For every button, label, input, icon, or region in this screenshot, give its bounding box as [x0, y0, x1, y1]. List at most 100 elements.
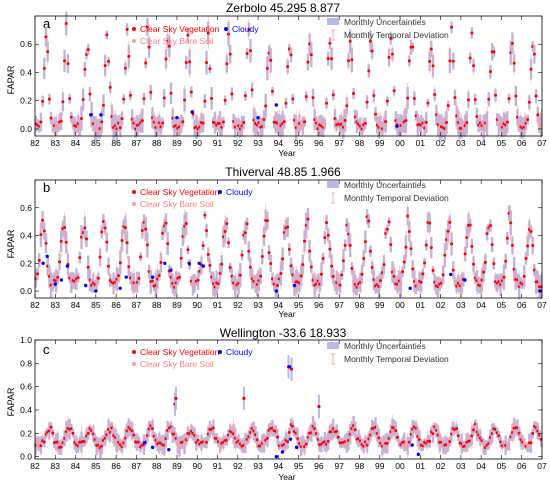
vegetation-point — [105, 240, 109, 244]
vegetation-point — [166, 242, 170, 246]
panel-a-legend: Clear Sky Vegetation Clear Sky Bare Soil… — [132, 17, 449, 46]
legend-uncertainty-swatch — [327, 18, 339, 25]
vegetation-point — [162, 96, 166, 100]
vegetation-point — [343, 243, 347, 247]
vegetation-point — [428, 221, 432, 225]
vegetation-point — [286, 225, 290, 229]
vegetation-point — [289, 367, 294, 371]
vegetation-point — [524, 256, 528, 260]
cloudy-point — [449, 272, 453, 277]
x-tick-label: 88 — [152, 300, 162, 310]
vegetation-point — [350, 58, 354, 62]
vegetation-point — [179, 256, 183, 260]
vegetation-point — [259, 274, 263, 278]
x-tick-label: 96 — [314, 461, 324, 471]
x-tick-label: 02 — [436, 138, 446, 148]
vegetation-point — [123, 66, 127, 70]
vegetation-point — [201, 244, 205, 248]
y-tick-label: 0.4 — [20, 231, 32, 241]
vegetation-point — [466, 98, 470, 102]
cloudy-point — [169, 268, 173, 272]
vegetation-point — [225, 62, 229, 66]
vegetation-point — [387, 220, 391, 224]
vegetation-point — [145, 243, 149, 247]
vegetation-point — [101, 103, 105, 107]
x-tick-label: 97 — [334, 461, 344, 471]
legend-cloudy-marker — [218, 350, 222, 354]
x-tick-label: 05 — [497, 461, 507, 471]
x-tick-label: 90 — [193, 461, 203, 471]
x-tick-label: 03 — [456, 138, 466, 148]
vegetation-point — [98, 255, 102, 259]
vegetation-point — [367, 219, 371, 223]
vegetation-point — [150, 427, 154, 431]
legend-uncertainty-swatch — [327, 181, 339, 188]
x-tick-label: 00 — [395, 138, 405, 148]
vegetation-point — [205, 440, 209, 444]
x-tick-label: 04 — [476, 138, 486, 148]
cloudy-point — [163, 261, 167, 265]
vegetation-point — [319, 272, 323, 276]
x-tick-label: 06 — [517, 138, 527, 148]
vegetation-point — [431, 268, 435, 272]
vegetation-point — [401, 270, 405, 274]
vegetation-point — [142, 97, 146, 101]
vegetation-point — [120, 117, 124, 121]
cloudy-point — [187, 261, 191, 265]
vegetation-point — [177, 275, 181, 279]
legend-cloudy-label: Cloudy — [232, 24, 259, 34]
vegetation-point — [140, 119, 144, 123]
vegetation-point — [230, 92, 234, 96]
vegetation-point — [144, 61, 148, 65]
vegetation-point — [370, 49, 374, 53]
vegetation-point — [330, 264, 334, 268]
vegetation-point — [276, 435, 280, 439]
vegetation-point — [201, 121, 205, 125]
vegetation-point — [64, 240, 68, 244]
vegetation-point — [105, 33, 109, 37]
vegetation-point — [482, 270, 486, 274]
vegetation-point — [490, 243, 494, 247]
vegetation-point — [451, 268, 455, 272]
vegetation-point — [66, 62, 70, 66]
vegetation-point — [264, 104, 268, 108]
x-tick-label: 91 — [213, 461, 223, 471]
vegetation-point — [492, 262, 496, 266]
vegetation-point — [206, 31, 210, 35]
cloudy-point — [59, 278, 64, 282]
cloudy-point — [292, 283, 297, 288]
vegetation-point — [389, 36, 393, 40]
vegetation-point — [306, 60, 310, 64]
x-tick-label: 82 — [30, 300, 40, 310]
vegetation-point — [169, 91, 173, 95]
vegetation-point — [196, 278, 200, 282]
vegetation-point — [85, 237, 89, 241]
vegetation-point — [139, 255, 143, 259]
vegetation-point — [83, 67, 87, 71]
vegetation-point — [505, 236, 509, 240]
vegetation-point — [367, 69, 371, 73]
vegetation-point — [406, 214, 410, 218]
x-tick-label: 07 — [537, 138, 547, 148]
vegetation-point — [448, 220, 452, 224]
x-tick-label: 90 — [193, 300, 203, 310]
vegetation-point — [321, 257, 325, 261]
vegetation-point — [42, 440, 46, 444]
vegetation-point — [443, 253, 447, 257]
vegetation-point — [328, 41, 332, 45]
plot-frame — [34, 339, 543, 460]
vegetation-point — [502, 275, 506, 279]
cloudy-point — [94, 289, 98, 293]
vegetation-point — [100, 120, 104, 124]
legend-vegetation-label: Clear Sky Vegetation — [140, 347, 220, 357]
vegetation-point — [49, 116, 53, 120]
y-tick-label: 0.4 — [20, 67, 32, 77]
vegetation-point — [265, 219, 269, 223]
x-tick-label: 82 — [30, 138, 40, 148]
x-tick-label: 91 — [213, 138, 223, 148]
vegetation-point — [340, 273, 344, 277]
vegetation-point — [453, 96, 457, 100]
bare-soil-point — [323, 122, 327, 126]
cloudy-point — [45, 254, 49, 259]
cloudy-point — [274, 454, 279, 459]
